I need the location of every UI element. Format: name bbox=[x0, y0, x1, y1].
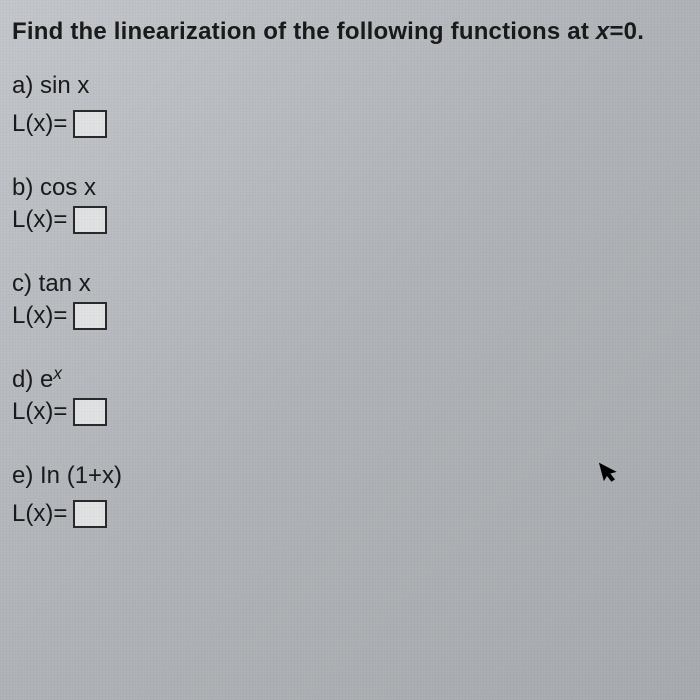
prompt-text: Find the linearization of the following … bbox=[12, 18, 596, 45]
part-d-label: d) ex bbox=[12, 366, 688, 394]
part-d-base: e bbox=[40, 366, 53, 393]
answer-prefix-e: L(x)= bbox=[12, 500, 67, 528]
part-e-label: e) In (1+x) bbox=[12, 462, 688, 490]
question-prompt: Find the linearization of the following … bbox=[12, 18, 688, 46]
answer-input-b[interactable] bbox=[73, 206, 107, 234]
part-a-function: sin x bbox=[40, 72, 89, 99]
part-a-letter: a) bbox=[12, 72, 33, 99]
part-a: a) sin x L(x)= bbox=[12, 72, 688, 138]
part-b-letter: b) bbox=[12, 174, 33, 201]
part-b-answer-line: L(x)= bbox=[12, 206, 688, 234]
part-e-answer-line: L(x)= bbox=[12, 500, 688, 528]
part-d-answer-line: L(x)= bbox=[12, 398, 688, 426]
answer-input-e[interactable] bbox=[73, 500, 107, 528]
part-a-answer-line: L(x)= bbox=[12, 110, 688, 138]
answer-input-d[interactable] bbox=[73, 398, 107, 426]
answer-prefix-b: L(x)= bbox=[12, 206, 67, 234]
part-c-letter: c) bbox=[12, 270, 32, 297]
answer-input-c[interactable] bbox=[73, 302, 107, 330]
answer-prefix-a: L(x)= bbox=[12, 110, 67, 138]
part-e: e) In (1+x) L(x)= bbox=[12, 462, 688, 528]
part-b-function: cos x bbox=[40, 174, 96, 201]
prompt-eq: =0. bbox=[609, 18, 644, 45]
part-b-label: b) cos x bbox=[12, 174, 688, 202]
part-c-function: tan x bbox=[39, 270, 91, 297]
part-a-label: a) sin x bbox=[12, 72, 688, 100]
answer-prefix-c: L(x)= bbox=[12, 302, 67, 330]
part-d-exp: x bbox=[53, 363, 62, 383]
answer-prefix-d: L(x)= bbox=[12, 398, 67, 426]
part-b: b) cos x L(x)= bbox=[12, 174, 688, 234]
part-c-answer-line: L(x)= bbox=[12, 302, 688, 330]
part-e-function: In (1+x) bbox=[40, 462, 122, 489]
prompt-var: x bbox=[596, 18, 610, 45]
part-c-label: c) tan x bbox=[12, 270, 688, 298]
part-d: d) ex L(x)= bbox=[12, 366, 688, 426]
part-d-letter: d) bbox=[12, 366, 33, 393]
part-d-function: ex bbox=[40, 366, 62, 393]
answer-input-a[interactable] bbox=[73, 110, 107, 138]
part-e-letter: e) bbox=[12, 462, 33, 489]
part-c: c) tan x L(x)= bbox=[12, 270, 688, 330]
